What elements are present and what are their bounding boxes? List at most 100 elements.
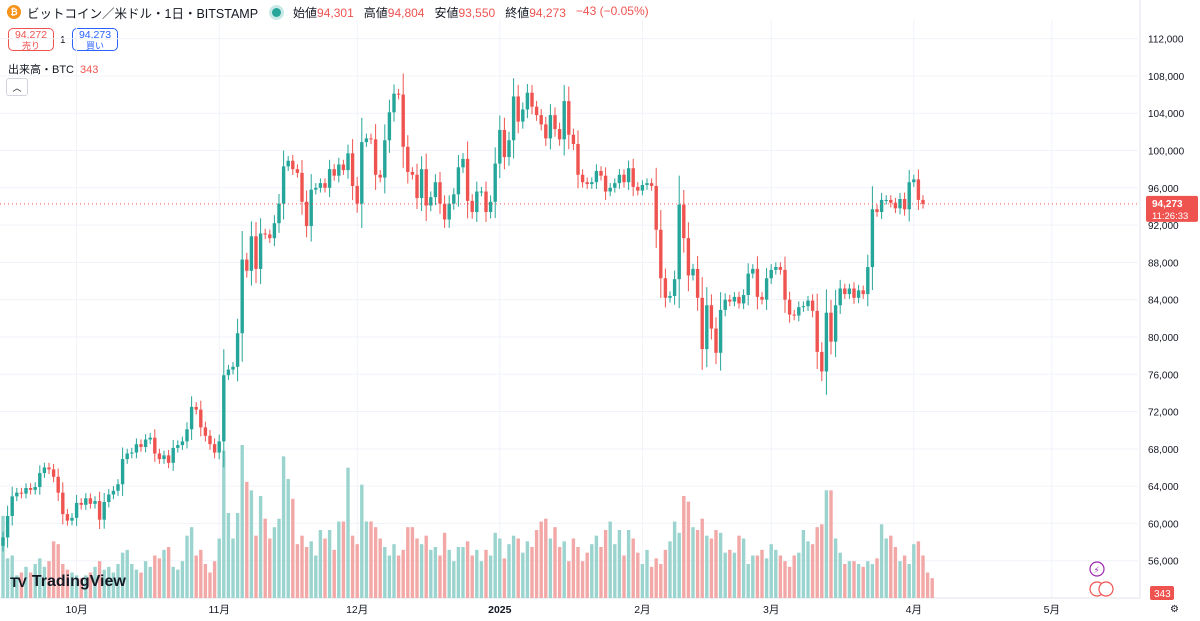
volume-bar xyxy=(838,552,842,598)
tradingview-logo[interactable]: TV TradingView xyxy=(10,573,126,591)
candle-body xyxy=(783,269,787,300)
volume-bar xyxy=(461,547,465,598)
candle xyxy=(737,291,741,309)
candle-body xyxy=(226,369,231,376)
candle xyxy=(525,84,530,119)
candle-body xyxy=(484,191,488,213)
volume-bar xyxy=(539,521,543,598)
candle-body xyxy=(314,187,318,190)
candle xyxy=(254,222,258,284)
candle-body xyxy=(714,328,718,353)
volume-bar xyxy=(902,555,907,598)
volume-bar xyxy=(51,541,56,598)
candle-body xyxy=(580,174,585,183)
volume-bar xyxy=(226,513,231,598)
volume-bar xyxy=(567,561,571,598)
volume-bar xyxy=(590,544,594,598)
candle-body xyxy=(879,199,884,213)
candle-body xyxy=(626,168,631,183)
candle-body xyxy=(212,444,217,453)
candle xyxy=(691,263,695,281)
candle xyxy=(415,163,419,210)
volume-bar xyxy=(916,541,921,598)
candle-body xyxy=(346,153,350,171)
candle xyxy=(585,177,589,189)
candle xyxy=(746,263,750,306)
candle-body xyxy=(553,115,557,130)
candle-body xyxy=(502,130,507,158)
candle-body xyxy=(479,191,484,193)
volume-bar xyxy=(323,538,327,598)
candle xyxy=(199,400,203,437)
candle xyxy=(682,190,686,253)
volume-bar xyxy=(240,445,244,598)
candle xyxy=(479,186,484,197)
candle-body xyxy=(820,351,824,372)
price-tick-label: 92,000 xyxy=(1148,221,1179,232)
candle xyxy=(493,147,497,218)
candle-body xyxy=(263,233,267,235)
market-status-icon[interactable] xyxy=(272,7,282,17)
volume-bar xyxy=(42,566,47,598)
candle xyxy=(47,462,51,475)
candle-body xyxy=(521,109,525,122)
volume-bar xyxy=(488,555,493,598)
volume-bar xyxy=(548,538,553,598)
sell-button[interactable]: 94,272 売り xyxy=(8,28,54,51)
volume-bar xyxy=(557,547,562,598)
candle-body xyxy=(429,197,433,206)
volume-bar xyxy=(452,561,456,598)
gear-icon[interactable]: ⚙ xyxy=(1170,604,1179,615)
volume-bar xyxy=(801,530,806,598)
lightning-event-icon xyxy=(1089,561,1105,577)
price-tick-label: 72,000 xyxy=(1148,408,1179,419)
close-value: 94,273 xyxy=(529,5,566,20)
candle-body xyxy=(801,306,806,308)
buy-label: 買い xyxy=(85,41,104,51)
time-tick-label: 4月 xyxy=(906,604,922,616)
candle-body xyxy=(107,494,111,502)
candle xyxy=(889,195,893,208)
volume-bar xyxy=(723,552,727,598)
volume-bar xyxy=(728,549,732,598)
candle-body xyxy=(433,182,438,198)
candle xyxy=(718,292,723,371)
volume-bar xyxy=(797,552,801,598)
volume-bar xyxy=(38,558,42,598)
volume-indicator-legend[interactable]: 出来高・BTC 343 xyxy=(8,61,98,77)
candle-body xyxy=(438,182,442,204)
candle-body xyxy=(636,186,640,191)
candle xyxy=(488,195,493,219)
volume-bar xyxy=(714,530,718,598)
volume-bar xyxy=(755,555,760,598)
volume-bar xyxy=(263,518,267,598)
collapse-legend-button[interactable]: ︿ xyxy=(6,78,28,96)
volume-bar xyxy=(33,564,37,598)
candle-body xyxy=(760,296,764,300)
volume-bar xyxy=(672,521,677,598)
candle xyxy=(189,396,194,440)
candle-body xyxy=(682,204,686,239)
volume-bar xyxy=(746,564,750,598)
candle-body xyxy=(116,484,120,491)
volume-bar xyxy=(318,530,323,598)
candle-body xyxy=(465,158,470,201)
price-tick-label: 96,000 xyxy=(1148,184,1179,195)
volume-bar xyxy=(833,538,838,598)
change-value: −43 (−0.05%) xyxy=(575,3,649,18)
candle xyxy=(801,301,806,312)
candle xyxy=(38,465,42,495)
candle-body xyxy=(640,185,645,191)
candle xyxy=(778,262,783,275)
candle xyxy=(10,486,14,526)
candle xyxy=(769,264,773,284)
volume-bar xyxy=(139,572,143,598)
volume-bar xyxy=(751,555,755,598)
buy-button[interactable]: 94,273 買い xyxy=(72,28,118,51)
candle xyxy=(314,183,318,195)
symbol-title[interactable]: ビットコイン／米ドル・1日・BITSTAMP xyxy=(27,6,259,21)
candle-body xyxy=(143,439,148,447)
candle-body xyxy=(295,169,300,173)
